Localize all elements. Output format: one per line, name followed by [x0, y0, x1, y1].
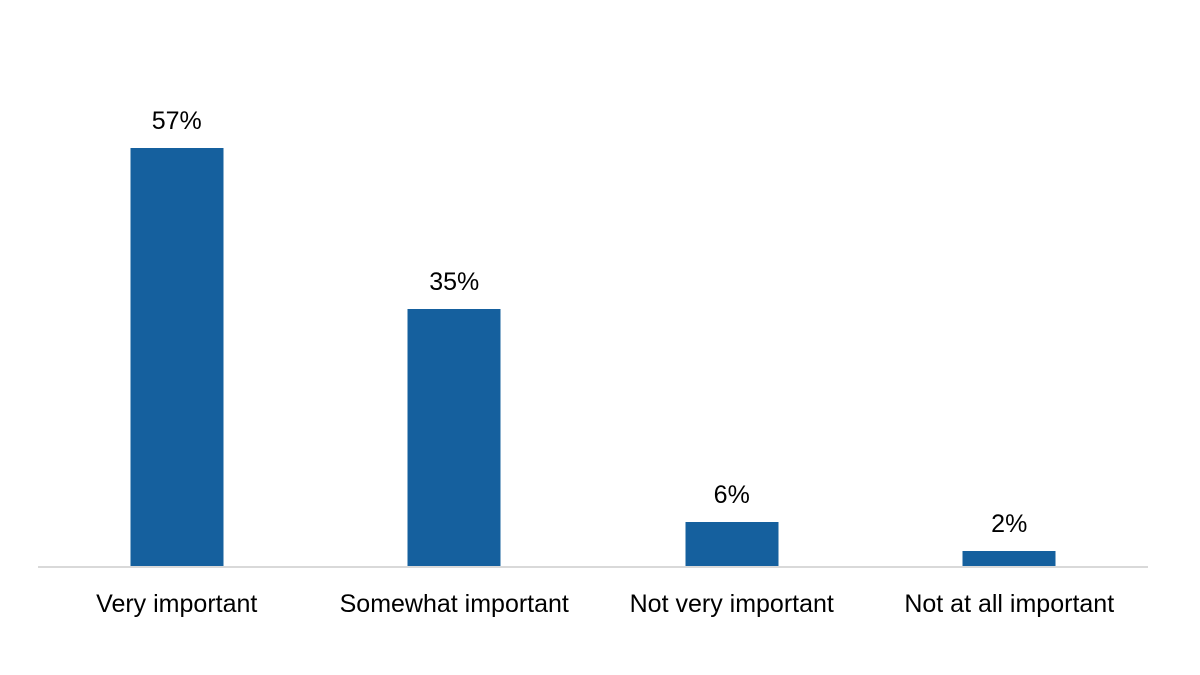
bar-value-label-very-important: 57% — [151, 107, 202, 136]
x-axis-label-not-at-all-important: Not at all important — [904, 590, 1115, 618]
category-slot-not-very-important: 6% — [593, 0, 871, 566]
x-axis-label-somewhat-important: Somewhat important — [339, 590, 569, 618]
bar-value-label-somewhat-important: 35% — [429, 268, 480, 297]
bar-not-at-all-important — [962, 551, 1056, 566]
category-slot-very-important: 57% — [38, 0, 316, 566]
bar-not-very-important — [685, 522, 779, 566]
bar-somewhat-important — [407, 309, 501, 566]
bar-chart: 57% 35% 6% 2% Very important Somewhat import… — [38, 0, 1148, 619]
category-slot-somewhat-important: 35% — [316, 0, 594, 566]
category-slot-not-at-all-important: 2% — [871, 0, 1149, 566]
x-axis-label-not-very-important: Not very important — [629, 590, 834, 618]
bar-very-important — [130, 148, 224, 566]
bar-value-label-not-very-important: 6% — [713, 481, 750, 510]
x-axis-label-very-important: Very important — [96, 590, 258, 618]
x-axis-labels: Very important Somewhat important Not very… — [38, 568, 1148, 619]
bar-value-label-not-at-all-important: 2% — [991, 510, 1028, 539]
plot-area: 57% 35% 6% 2% — [38, 0, 1148, 568]
